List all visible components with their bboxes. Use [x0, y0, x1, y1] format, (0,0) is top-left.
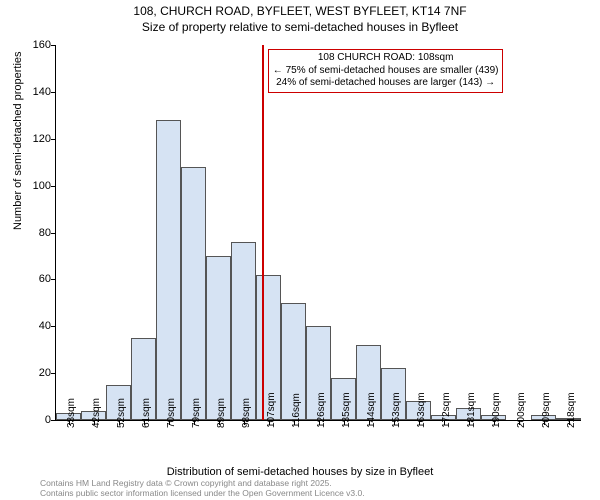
- y-tick-label: 120: [33, 133, 51, 145]
- footer-attribution: Contains HM Land Registry data © Crown c…: [40, 478, 365, 498]
- x-tick-label: 163sqm: [416, 392, 427, 428]
- plot-area: 02040608010012014016033sqm42sqm52sqm61sq…: [55, 45, 581, 421]
- y-tick: [51, 326, 56, 327]
- callout-line: 108 CHURCH ROAD: 108sqm: [273, 52, 499, 65]
- reference-line: [262, 45, 264, 420]
- x-tick-label: 153sqm: [391, 392, 402, 428]
- title-block: 108, CHURCH ROAD, BYFLEET, WEST BYFLEET,…: [0, 0, 600, 35]
- y-tick-label: 160: [33, 39, 51, 51]
- x-tick-label: 52sqm: [116, 398, 127, 428]
- title-line-1: 108, CHURCH ROAD, BYFLEET, WEST BYFLEET,…: [0, 4, 600, 20]
- x-tick-label: 42sqm: [91, 398, 102, 428]
- x-axis-label: Distribution of semi-detached houses by …: [0, 466, 600, 478]
- x-tick-label: 116sqm: [291, 393, 302, 428]
- callout-line: ← 75% of semi-detached houses are smalle…: [273, 65, 499, 78]
- chart-container: 108, CHURCH ROAD, BYFLEET, WEST BYFLEET,…: [0, 0, 600, 500]
- y-tick: [51, 139, 56, 140]
- histogram-bar: [231, 242, 256, 420]
- x-tick-label: 209sqm: [541, 392, 552, 428]
- y-tick: [51, 420, 56, 421]
- x-tick-label: 79sqm: [191, 398, 202, 428]
- y-tick-label: 100: [33, 180, 51, 192]
- x-tick-label: 181sqm: [466, 392, 477, 428]
- x-tick-label: 70sqm: [166, 398, 177, 428]
- y-tick: [51, 233, 56, 234]
- y-tick-label: 40: [39, 320, 51, 332]
- y-tick: [51, 92, 56, 93]
- x-tick-label: 126sqm: [316, 392, 327, 428]
- title-line-2: Size of property relative to semi-detach…: [0, 20, 600, 36]
- footer-line-2: Contains public sector information licen…: [40, 488, 365, 498]
- chart-area: 02040608010012014016033sqm42sqm52sqm61sq…: [55, 45, 580, 420]
- callout-line: 24% of semi-detached houses are larger (…: [273, 77, 499, 90]
- histogram-bar: [181, 167, 206, 420]
- y-tick-label: 20: [39, 367, 51, 379]
- y-tick: [51, 45, 56, 46]
- y-tick: [51, 373, 56, 374]
- y-tick-label: 80: [39, 227, 51, 239]
- y-axis-label: Number of semi-detached properties: [12, 51, 24, 230]
- x-tick-label: 89sqm: [216, 398, 227, 428]
- x-tick-label: 98sqm: [241, 398, 252, 428]
- x-tick-label: 33sqm: [66, 398, 77, 428]
- histogram-bar: [206, 256, 231, 420]
- y-tick: [51, 279, 56, 280]
- y-tick-label: 0: [45, 414, 51, 426]
- footer-line-1: Contains HM Land Registry data © Crown c…: [40, 478, 365, 488]
- y-tick: [51, 186, 56, 187]
- x-tick-label: 61sqm: [141, 398, 152, 428]
- reference-callout: 108 CHURCH ROAD: 108sqm← 75% of semi-det…: [268, 49, 504, 93]
- x-tick-label: 172sqm: [441, 392, 452, 428]
- x-tick-label: 190sqm: [491, 392, 502, 428]
- x-tick-label: 144sqm: [366, 392, 377, 428]
- y-tick-label: 140: [33, 86, 51, 98]
- x-tick-label: 107sqm: [266, 392, 277, 428]
- x-tick-label: 135sqm: [341, 392, 352, 428]
- x-tick-label: 218sqm: [566, 392, 577, 428]
- histogram-bar: [156, 120, 181, 420]
- y-tick-label: 60: [39, 273, 51, 285]
- x-tick-label: 200sqm: [516, 392, 527, 428]
